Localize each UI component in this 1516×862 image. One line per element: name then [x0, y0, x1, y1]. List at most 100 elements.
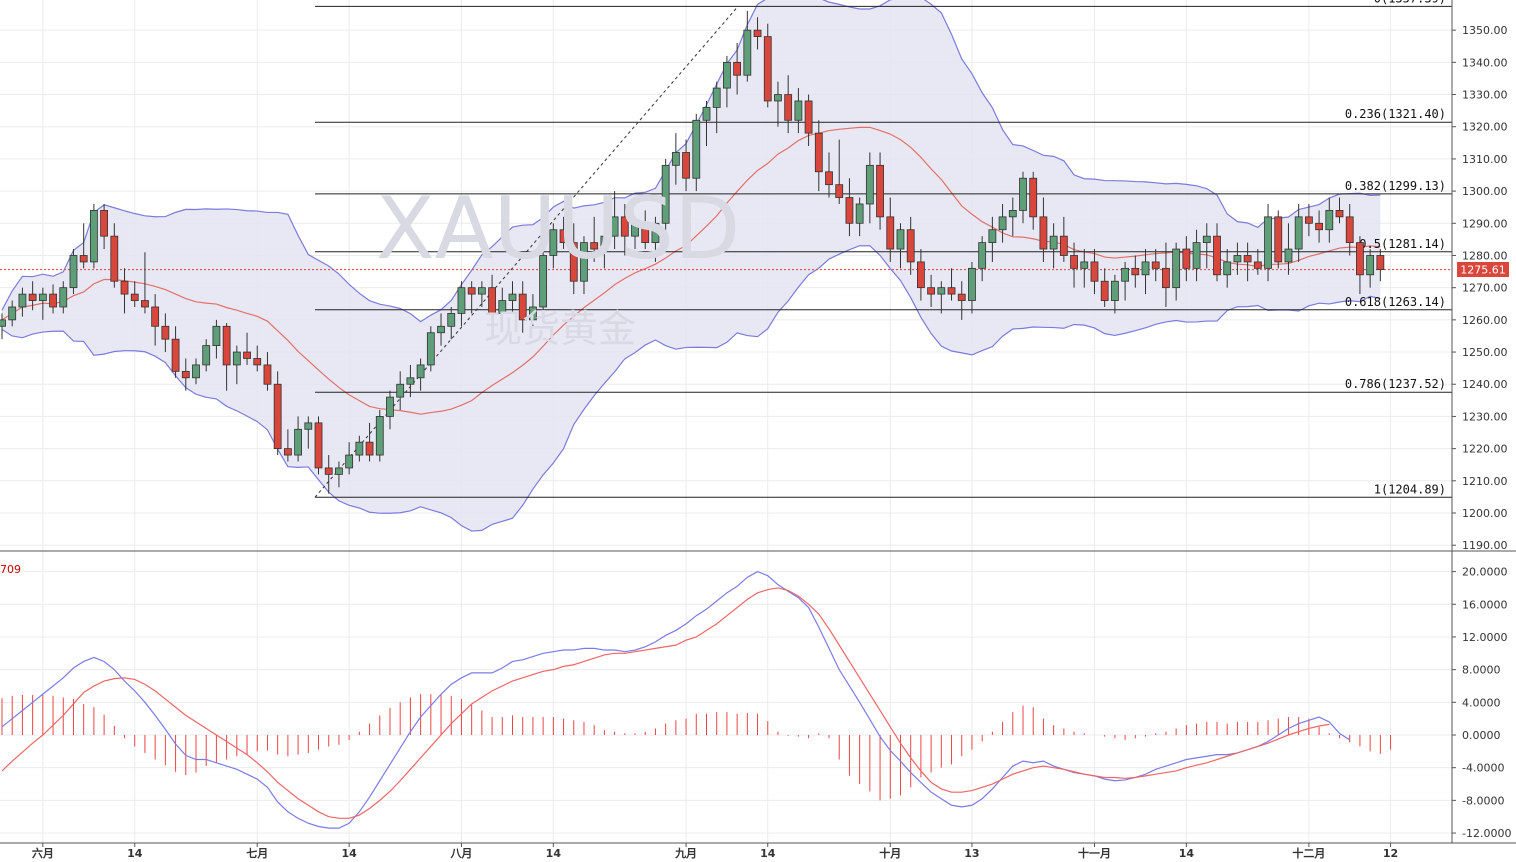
candle — [488, 274, 496, 327]
candle — [18, 287, 27, 317]
price-axis-label: 1340.00 — [1462, 56, 1508, 69]
last-price-text: 1275.61 — [1460, 264, 1506, 277]
candle — [1008, 197, 1017, 237]
candle-body — [8, 306, 17, 321]
candle — [386, 390, 394, 430]
candle — [457, 281, 466, 327]
candle-body — [253, 358, 262, 366]
candle-body — [906, 229, 915, 263]
candle-body — [181, 370, 190, 379]
candle — [580, 236, 588, 295]
candle-body — [712, 87, 721, 108]
candle — [396, 371, 405, 410]
price-axis-label: 1240.00 — [1462, 378, 1508, 391]
candle — [906, 216, 915, 275]
candle — [723, 55, 731, 108]
candle — [120, 268, 129, 314]
candle-body — [38, 293, 47, 301]
macd-axis-label: -12.0000 — [1462, 827, 1511, 840]
candle-body — [631, 222, 639, 237]
candle — [651, 216, 660, 262]
candle-body — [692, 119, 701, 179]
price-axis-label: 1300.00 — [1462, 185, 1508, 198]
candle-body — [814, 132, 823, 173]
candle — [477, 281, 486, 307]
candle-body — [968, 267, 976, 301]
candle — [1059, 216, 1068, 262]
price-candles[interactable] — [0, 10, 1452, 494]
macd-axis-label: 8.0000 — [1462, 664, 1501, 677]
candle — [600, 229, 609, 269]
candle — [1100, 268, 1109, 307]
time-axis-label: 14 — [127, 847, 143, 860]
time-axis-label: 十一月 — [1078, 846, 1111, 860]
price-axis-label: 1350.00 — [1462, 24, 1508, 37]
candle — [110, 223, 119, 288]
candle-body — [1192, 242, 1201, 269]
candle — [365, 422, 374, 462]
candle — [49, 284, 57, 314]
candle-body — [79, 255, 88, 263]
candle-body — [457, 287, 466, 314]
fib-level-label: 0(1357.39) — [1374, 0, 1446, 5]
candle — [1223, 249, 1232, 288]
candle — [202, 339, 211, 372]
candle — [1376, 249, 1385, 282]
candle — [243, 332, 251, 365]
candle-body — [876, 164, 884, 218]
candle — [1131, 255, 1140, 288]
candle-body — [437, 325, 445, 334]
fibonacci-retracement[interactable]: 0(1357.39) 0.236(1321.40) 0.382(1299.13) 0.… — [314, 0, 1452, 498]
time-axis-label: 八月 — [449, 847, 472, 860]
price-axis-label: 1230.00 — [1462, 410, 1508, 423]
candle-body — [651, 222, 660, 244]
candle — [1274, 210, 1283, 269]
time-axis-label: 14 — [341, 847, 357, 860]
candle-body — [28, 293, 37, 301]
bollinger-upper-line — [1, 0, 1381, 323]
fib-level-label: 0.5(1281.14) — [1359, 237, 1446, 251]
candle — [968, 261, 976, 314]
candle-body — [1356, 242, 1364, 276]
candle — [671, 133, 680, 185]
candle — [1121, 261, 1129, 301]
candle — [253, 345, 262, 372]
candle — [774, 81, 782, 127]
candle-body — [263, 364, 272, 385]
candle-body — [896, 229, 905, 250]
candle-body — [825, 171, 833, 186]
candle-body — [222, 325, 231, 366]
candle — [508, 281, 517, 314]
candle — [865, 152, 874, 224]
candle — [192, 358, 200, 385]
candle-body — [978, 242, 987, 269]
macd-panel[interactable] — [0, 550, 1516, 829]
candle — [825, 152, 833, 198]
price-axis-label: 1210.00 — [1462, 475, 1508, 488]
candle-body — [100, 210, 108, 237]
candle-body — [998, 216, 1007, 231]
candle — [69, 249, 78, 295]
candle — [927, 274, 936, 307]
candle — [28, 281, 37, 311]
candle — [1366, 249, 1375, 288]
candle — [1325, 197, 1334, 243]
candle — [467, 281, 476, 314]
candle — [1141, 249, 1150, 295]
candle — [1253, 249, 1262, 275]
price-axis-label: 1280.00 — [1462, 249, 1508, 262]
candle-body — [539, 255, 548, 308]
candle — [702, 100, 711, 147]
time-axis-label: 14 — [1179, 847, 1195, 860]
price-axis: 1190.00 1200.00 1210.00 1220.00 1230.00 1240.… — [1451, 0, 1511, 843]
candle-body — [1223, 261, 1232, 276]
candle-body — [294, 428, 302, 456]
candle-body — [835, 184, 844, 198]
candle — [181, 358, 190, 391]
candle-body — [804, 100, 813, 134]
candle — [804, 94, 813, 147]
candle-body — [1233, 255, 1242, 263]
candle-body — [1019, 177, 1027, 211]
candle — [978, 236, 987, 282]
